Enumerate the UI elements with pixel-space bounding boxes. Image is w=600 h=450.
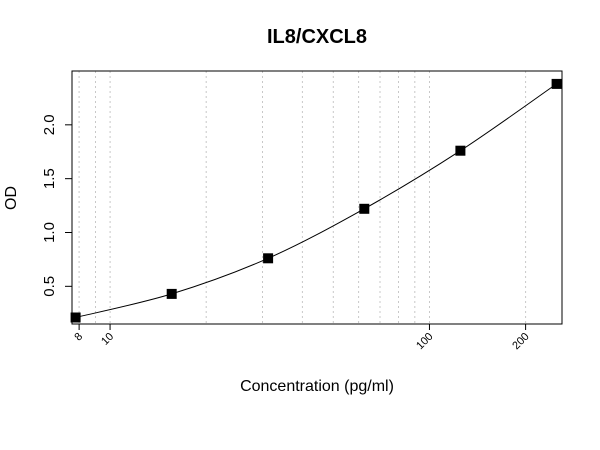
data-points xyxy=(70,78,562,323)
x-tick-label: 200 xyxy=(510,331,531,352)
data-point xyxy=(359,203,370,214)
x-tick-label: 10 xyxy=(99,331,116,348)
chart-title: IL8/CXCL8 xyxy=(267,26,367,48)
plot-frame xyxy=(71,70,563,325)
x-axis: 8 10 100 200 xyxy=(72,324,532,352)
x-tick-label: 8 xyxy=(72,331,85,344)
y-axis: 0.5 1.0 1.5 2.0 xyxy=(41,114,72,297)
data-point xyxy=(551,78,562,89)
data-point xyxy=(263,253,274,264)
fit-curve xyxy=(75,83,557,318)
y-tick-label: 1.0 xyxy=(41,222,58,243)
data-point xyxy=(455,145,466,156)
x-tick-label: 100 xyxy=(414,331,435,352)
y-tick-label: 0.5 xyxy=(41,276,58,297)
y-tick-label: 1.5 xyxy=(41,168,58,189)
data-point xyxy=(70,312,81,323)
y-tick-label: 2.0 xyxy=(41,114,58,135)
y-axis-label: OD xyxy=(3,186,20,210)
x-axis-label: Concentration (pg/ml) xyxy=(240,378,394,395)
data-point xyxy=(166,288,177,299)
grid xyxy=(78,71,527,324)
